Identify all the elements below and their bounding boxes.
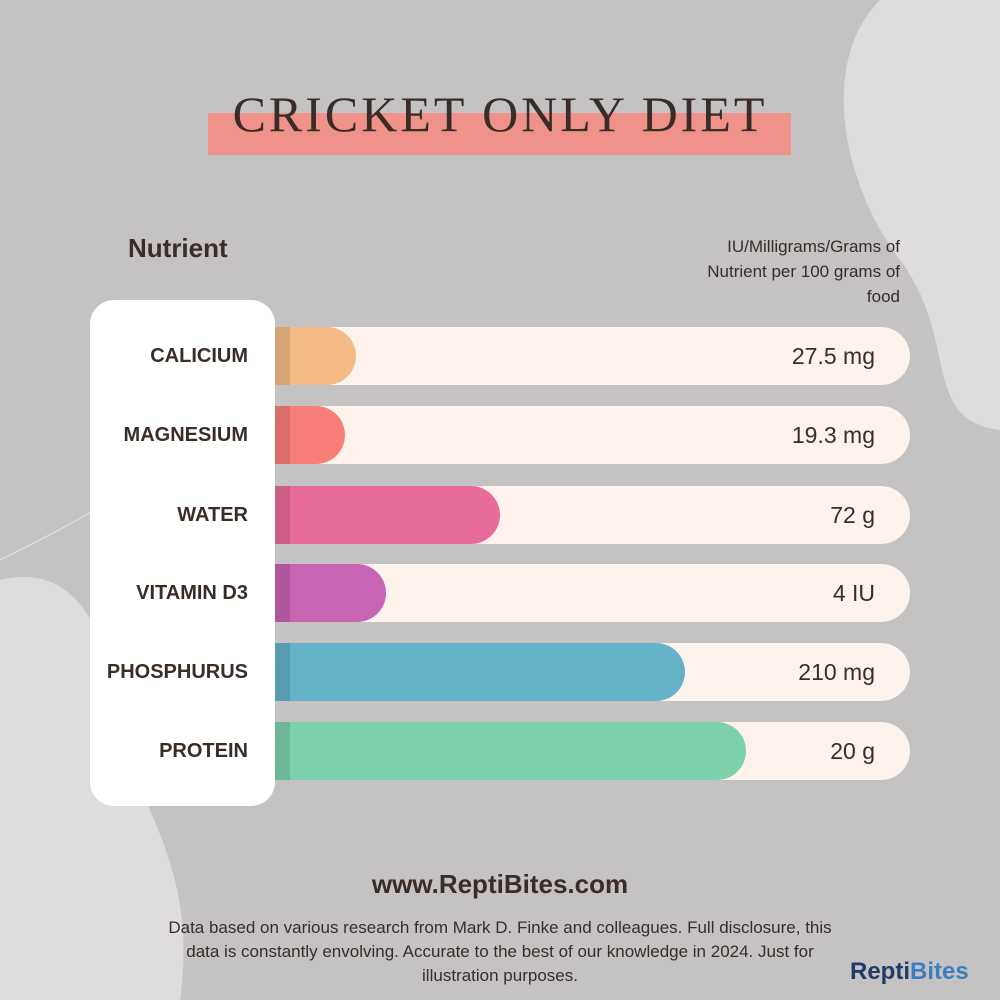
unit-header: IU/Milligrams/Grams of Nutrient per 100 …: [707, 237, 900, 306]
brand-logo: ReptiBites: [850, 958, 969, 986]
row-bar: [275, 406, 345, 464]
disclaimer: Data based on various research from Mark…: [168, 918, 832, 985]
row-value: 27.5 mg: [791, 343, 875, 369]
brand-part: Repti: [850, 958, 910, 985]
row-label: PROTEIN: [159, 740, 248, 762]
row-value: 4 IU: [832, 580, 875, 606]
row-value: 72 g: [830, 502, 875, 528]
row-label: CALICIUM: [150, 345, 248, 367]
title: CRICKET ONLY DIET: [232, 86, 768, 142]
column-header: Nutrient: [128, 233, 228, 263]
row-bar: [275, 643, 685, 701]
row-label: PHOSPHURUS: [106, 661, 248, 683]
brand-part: Bites: [910, 958, 969, 985]
row-value: 19.3 mg: [791, 422, 875, 448]
row-label: VITAMIN D3: [136, 582, 248, 604]
title-highlight: [208, 113, 791, 155]
row-bar: [275, 486, 500, 544]
row-label: MAGNESIUM: [123, 424, 248, 446]
label-panel: [90, 300, 275, 806]
row-label: WATER: [177, 504, 248, 526]
row-bar: [275, 327, 356, 385]
row-value: 20 g: [830, 738, 875, 764]
row-bar: [275, 564, 386, 622]
row-value: 210 mg: [798, 659, 875, 685]
row-bar: [275, 722, 746, 780]
website: www.ReptiBites.com: [371, 869, 629, 899]
